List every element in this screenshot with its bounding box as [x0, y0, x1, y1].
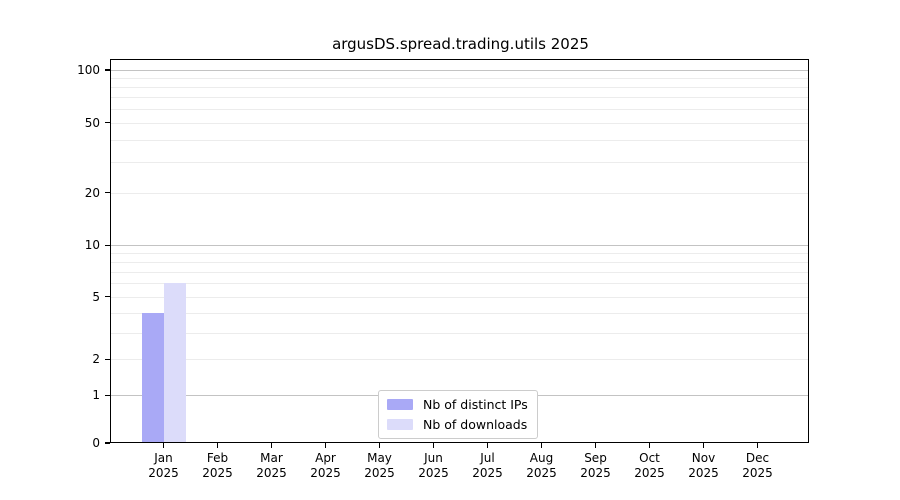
gridline-minor	[111, 359, 809, 361]
x-tick-mark	[378, 443, 381, 448]
y-tick-label: 100	[77, 63, 100, 77]
x-tick-year: 2025	[256, 465, 287, 480]
y-tick-mark	[105, 358, 110, 360]
x-tick-year: 2025	[364, 465, 395, 480]
gridline-minor	[111, 192, 809, 194]
chart-title: argusDS.spread.trading.utils 2025	[332, 35, 589, 53]
y-tick-mark	[105, 442, 110, 444]
y-tick-mark	[105, 122, 110, 124]
y-tick-label: 10	[84, 238, 100, 253]
x-tick-mark	[648, 443, 651, 448]
x-tick-label: Oct 2025	[622, 451, 678, 480]
gridline-minor	[111, 312, 809, 314]
gridline-minor	[111, 271, 809, 273]
gridline-minor	[111, 78, 809, 80]
x-tick-year: 2025	[742, 465, 773, 480]
x-tick-mark	[324, 443, 327, 448]
y-tick-label: 5	[92, 289, 100, 304]
x-tick-year: 2025	[472, 465, 503, 480]
x-tick-mark	[432, 443, 435, 448]
x-tick-mark	[702, 443, 705, 448]
y-tick-label: 50	[84, 115, 100, 130]
x-tick-month: Aug	[529, 451, 554, 465]
gridline-major	[111, 70, 809, 71]
bar-nb-of-distinct-ips	[141, 312, 164, 443]
x-tick-month: Jan	[154, 451, 173, 465]
x-tick-year: 2025	[634, 465, 665, 480]
gridline-major	[111, 245, 809, 247]
gridline-minor	[111, 253, 809, 255]
y-tick-label: 20	[84, 185, 100, 200]
x-tick-month: Jun	[424, 451, 443, 465]
y-tick-mark	[105, 394, 110, 396]
x-tick-label: Mar 2025	[244, 451, 300, 480]
x-tick-year: 2025	[688, 465, 719, 480]
x-tick-month: Jul	[480, 451, 495, 465]
x-tick-label: Dec 2025	[730, 451, 786, 480]
legend-item-downloads: Nb of downloads	[387, 416, 528, 432]
x-tick-year: 2025	[526, 465, 557, 480]
x-tick-month: Sep	[584, 451, 607, 465]
legend-swatch-downloads-icon	[387, 418, 413, 430]
bar-nb-of-downloads	[163, 283, 186, 443]
x-tick-month: Nov	[691, 451, 716, 465]
x-tick-mark	[270, 443, 273, 448]
x-tick-label: Jun 2025	[406, 451, 462, 480]
plot-area	[110, 59, 809, 443]
gridline-minor	[111, 261, 809, 263]
x-tick-label: May 2025	[352, 451, 408, 480]
gridline-minor	[111, 161, 809, 163]
x-tick-mark	[162, 443, 165, 448]
x-tick-month: Feb	[206, 451, 229, 465]
legend-swatch-distinct-ips-icon	[387, 398, 413, 410]
legend-label-downloads: Nb of downloads	[423, 416, 528, 432]
x-tick-mark	[216, 443, 219, 448]
gridline-minor	[111, 97, 809, 99]
x-tick-label: Nov 2025	[676, 451, 732, 480]
legend-item-distinct-ips: Nb of distinct IPs	[387, 396, 528, 412]
gridline-minor	[111, 122, 809, 124]
x-tick-mark	[540, 443, 543, 448]
x-tick-label: Jan 2025	[136, 451, 192, 480]
gridline-minor	[111, 139, 809, 141]
x-tick-year: 2025	[310, 465, 341, 480]
y-tick-mark	[105, 244, 110, 246]
legend-label-distinct-ips: Nb of distinct IPs	[423, 396, 528, 412]
gridline-minor	[111, 108, 809, 110]
x-tick-year: 2025	[580, 465, 611, 480]
x-tick-label: Apr 2025	[298, 451, 354, 480]
x-tick-month: Oct	[639, 451, 660, 465]
x-tick-month: May	[367, 451, 392, 465]
x-tick-month: Mar	[260, 451, 283, 465]
x-tick-mark	[594, 443, 597, 448]
x-tick-label: Feb 2025	[190, 451, 246, 480]
x-tick-label: Aug 2025	[514, 451, 570, 480]
x-tick-month: Dec	[745, 451, 770, 465]
x-tick-year: 2025	[418, 465, 449, 480]
x-tick-year: 2025	[202, 465, 233, 480]
gridline-minor	[111, 283, 809, 285]
legend: Nb of distinct IPs Nb of downloads	[378, 390, 538, 439]
x-tick-label: Jul 2025	[460, 451, 516, 480]
y-tick-mark	[105, 69, 110, 71]
x-tick-label: Sep 2025	[568, 451, 624, 480]
x-tick-month: Apr	[315, 451, 336, 465]
x-tick-mark	[756, 443, 759, 448]
gridline-minor	[111, 332, 809, 334]
gridline-minor	[111, 87, 809, 88]
x-tick-year: 2025	[148, 465, 179, 480]
y-tick-label: 2	[92, 352, 100, 367]
y-tick-mark	[105, 296, 110, 298]
x-tick-mark	[486, 443, 489, 448]
y-tick-mark	[105, 191, 110, 194]
y-tick-label: 1	[92, 388, 100, 403]
gridline-minor	[111, 296, 809, 298]
y-tick-label: 0	[92, 436, 100, 450]
